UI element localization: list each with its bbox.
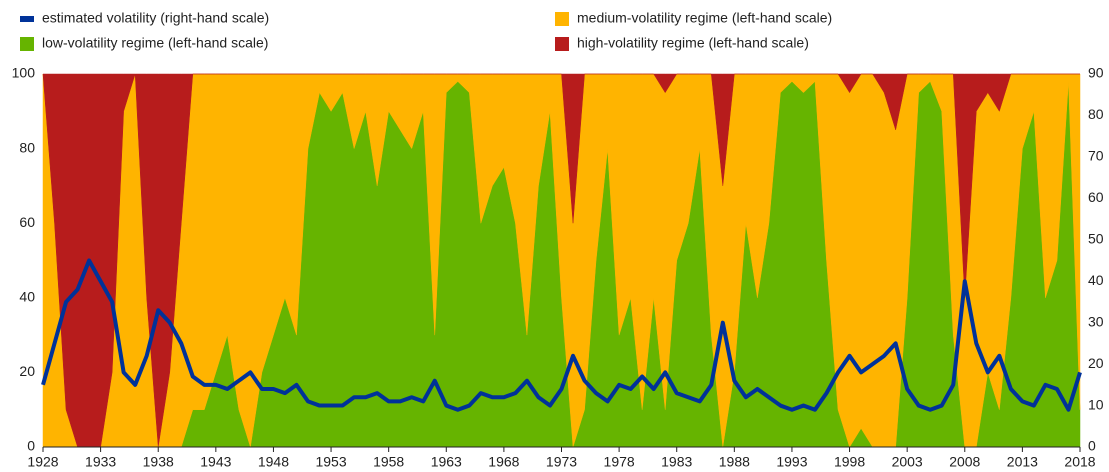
x-tick-label: 2018 (1064, 454, 1095, 470)
x-tick-label: 1963 (431, 454, 462, 470)
y2-tick-label: 50 (1088, 230, 1104, 246)
y2-tick-label: 90 (1088, 65, 1104, 81)
y-tick-label: 80 (19, 139, 35, 155)
legend-swatch (555, 12, 569, 26)
x-tick-label: 1948 (258, 454, 289, 470)
legend-swatch (555, 37, 569, 51)
x-tick-label: 1998 (834, 454, 865, 470)
x-tick-label: 1993 (776, 454, 807, 470)
legend-label: estimated volatility (right-hand scale) (42, 10, 269, 26)
x-tick-label: 1988 (719, 454, 750, 470)
y-tick-label: 20 (19, 363, 35, 379)
x-tick-label: 1943 (200, 454, 231, 470)
x-tick-label: 2013 (1007, 454, 1038, 470)
x-tick-label: 2008 (949, 454, 980, 470)
y-tick-label: 40 (19, 289, 35, 305)
x-tick-label: 1933 (85, 454, 116, 470)
y2-tick-label: 80 (1088, 106, 1104, 122)
x-tick-label: 1978 (604, 454, 635, 470)
y-tick-label: 0 (27, 438, 35, 454)
x-tick-label: 1958 (373, 454, 404, 470)
x-tick-label: 1938 (143, 454, 174, 470)
y2-tick-label: 40 (1088, 272, 1104, 288)
y2-tick-label: 0 (1088, 438, 1096, 454)
y2-tick-label: 60 (1088, 189, 1104, 205)
x-tick-label: 1928 (27, 454, 58, 470)
x-tick-label: 1983 (661, 454, 692, 470)
legend-label: low-volatility regime (left-hand scale) (42, 35, 268, 51)
line (41, 258, 1082, 412)
x-tick-label: 1968 (488, 454, 519, 470)
y2-tick-label: 70 (1088, 148, 1104, 164)
y2-tick-label: 30 (1088, 313, 1104, 329)
legend-label: medium-volatility regime (left-hand scal… (577, 10, 832, 26)
y-tick-label: 60 (19, 214, 35, 230)
legend-swatch (20, 37, 34, 51)
x-tick-label: 1953 (315, 454, 346, 470)
y2-tick-label: 10 (1088, 396, 1104, 412)
x-tick-label: 1973 (546, 454, 577, 470)
y-tick-label: 100 (12, 65, 36, 81)
x-tick-label: 2003 (892, 454, 923, 470)
y2-tick-label: 20 (1088, 355, 1104, 371)
legend-swatch (20, 16, 34, 22)
legend-label: high-volatility regime (left-hand scale) (577, 35, 809, 51)
area (42, 73, 1080, 448)
